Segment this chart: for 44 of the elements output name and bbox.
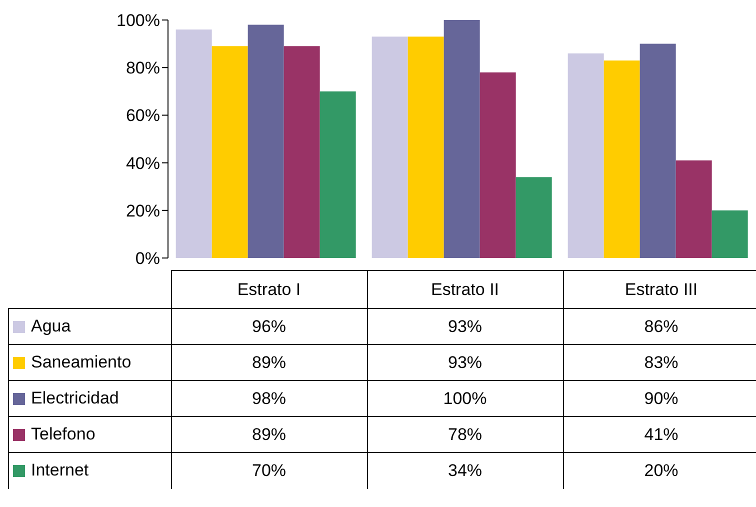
y-tick-label: 20% xyxy=(126,201,160,220)
data-label: 86% xyxy=(563,308,756,344)
data-label: 89% xyxy=(171,416,367,452)
bar xyxy=(516,177,552,258)
legend-label: Saneamiento xyxy=(31,352,132,372)
bar xyxy=(604,60,640,258)
bar xyxy=(676,160,712,258)
bar xyxy=(320,91,356,258)
bar xyxy=(568,53,604,258)
data-label: 41% xyxy=(563,416,756,452)
data-label: 70% xyxy=(171,452,367,488)
data-label: 78% xyxy=(367,416,563,452)
y-tick-label: 60% xyxy=(126,106,160,126)
bar xyxy=(444,20,480,258)
data-label: 93% xyxy=(367,308,563,344)
data-label: 83% xyxy=(563,344,756,380)
legend-label: Telefono xyxy=(31,424,96,444)
x-tick-label: Estrato III xyxy=(563,270,756,308)
bar xyxy=(284,46,320,258)
bar xyxy=(480,72,516,258)
data-label: 20% xyxy=(563,452,756,488)
bar xyxy=(372,36,408,258)
data-label: 90% xyxy=(563,380,756,416)
data-label: 96% xyxy=(171,308,367,344)
legend-label: Internet xyxy=(31,461,89,480)
data-label: 34% xyxy=(367,452,563,488)
bar xyxy=(408,36,444,258)
legend-label: Electricidad xyxy=(31,388,119,408)
y-tick-label: 0% xyxy=(135,249,160,268)
x-tick-label: Estrato I xyxy=(171,270,367,308)
legend-label: Agua xyxy=(31,316,71,336)
y-tick-label: 40% xyxy=(126,154,160,173)
data-label: 98% xyxy=(171,380,367,416)
y-tick-label: 80% xyxy=(126,58,160,78)
bar xyxy=(176,30,212,258)
y-tick-label: 100% xyxy=(116,11,160,30)
bar xyxy=(712,210,748,258)
bar xyxy=(212,46,248,258)
x-tick-label: Estrato II xyxy=(367,270,563,308)
bar xyxy=(640,44,676,258)
data-label: 89% xyxy=(171,344,367,380)
data-label: 100% xyxy=(367,380,563,416)
data-label: 93% xyxy=(367,344,563,380)
bar xyxy=(248,24,284,258)
